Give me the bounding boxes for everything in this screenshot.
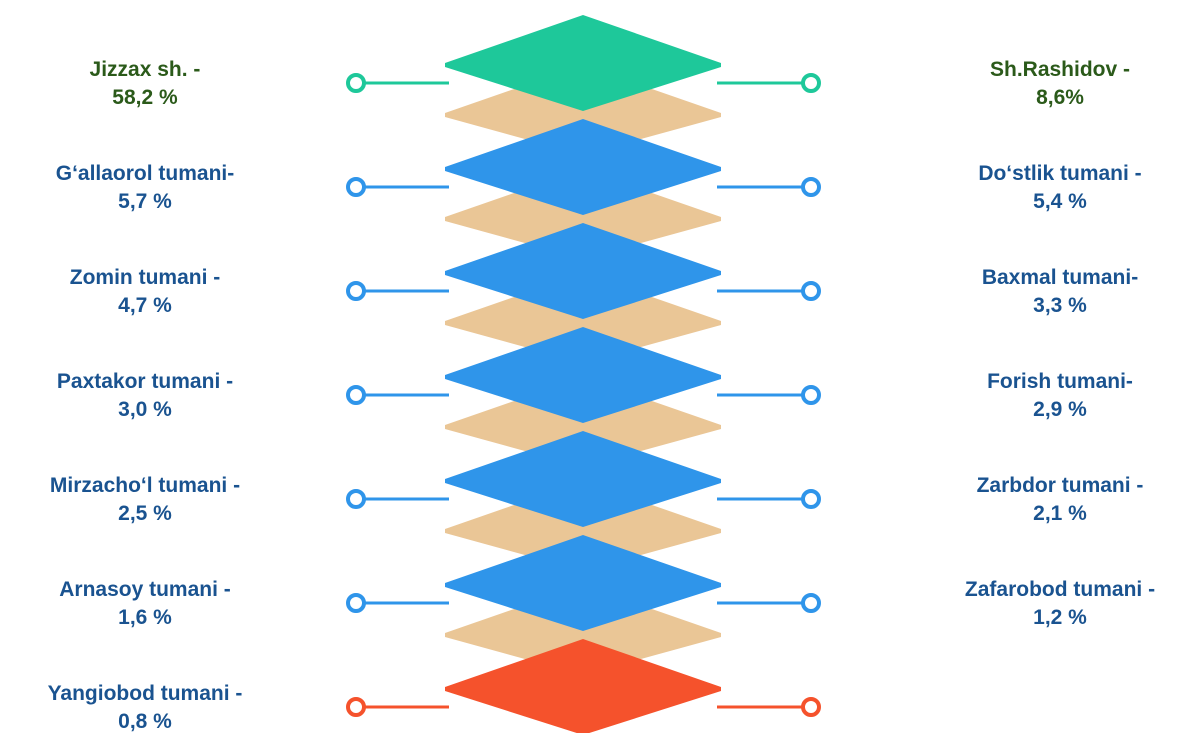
district-share-value: 0,8 %	[118, 710, 172, 733]
district-name: Paxtakor tumani -	[56, 370, 234, 393]
district-name: Forish tumani-	[987, 370, 1133, 393]
district-name: Do‘stlik tumani -	[978, 162, 1142, 185]
district-label-left: Paxtakor tumani - 3,0 %	[0, 368, 295, 424]
district-label-left: Yangiobod tumani - 0,8 %	[0, 680, 295, 736]
district-share-value: 1,6 %	[118, 606, 172, 629]
district-share-value: 8,6%	[1036, 86, 1084, 109]
row-chevron	[445, 431, 721, 527]
connector-dot-left	[346, 281, 366, 301]
district-name: G‘allaorol tumani-	[55, 162, 235, 185]
district-name: Yangiobod tumani -	[47, 682, 243, 705]
connector-dot-left	[346, 697, 366, 717]
district-label-right: Zarbdor tumani - 2,1 %	[910, 472, 1192, 528]
connector-dot-left	[346, 489, 366, 509]
district-label-right: Zafarobod tumani - 1,2 %	[910, 576, 1192, 632]
district-label-left: G‘allaorol tumani- 5,7 %	[0, 160, 295, 216]
district-label-right: Baxmal tumani- 3,3 %	[910, 264, 1192, 320]
district-share-value: 4,7 %	[118, 294, 172, 317]
row-chevron	[445, 223, 721, 319]
district-name: Zomin tumani -	[69, 266, 221, 289]
district-label-right: Sh.Rashidov - 8,6%	[910, 56, 1192, 112]
connector-dot-right	[801, 281, 821, 301]
district-name: Baxmal tumani-	[981, 266, 1139, 289]
connector-dot-left	[346, 593, 366, 613]
row-chevron	[445, 639, 721, 733]
row-chevron	[445, 535, 721, 631]
connector-dot-right	[801, 177, 821, 197]
connector-dot-right	[801, 73, 821, 93]
district-label-right: Do‘stlik tumani - 5,4 %	[910, 160, 1192, 216]
district-share-value: 2,1 %	[1033, 502, 1087, 525]
district-share-value: 3,0 %	[118, 398, 172, 421]
district-label-left: Zomin tumani - 4,7 %	[0, 264, 295, 320]
district-share-value: 5,7 %	[118, 190, 172, 213]
connector-dot-right	[801, 593, 821, 613]
district-label-left: Mirzacho‘l tumani - 2,5 %	[0, 472, 295, 528]
district-label-right: Forish tumani- 2,9 %	[910, 368, 1192, 424]
district-name: Mirzacho‘l tumani -	[49, 474, 241, 497]
district-share-value: 5,4 %	[1033, 190, 1087, 213]
district-name: Arnasoy tumani -	[59, 578, 231, 601]
district-share-value: 58,2 %	[112, 86, 178, 109]
district-label-left: Arnasoy tumani - 1,6 %	[0, 576, 295, 632]
connector-dot-left	[346, 73, 366, 93]
connector-dot-left	[346, 385, 366, 405]
district-share-value: 3,3 %	[1033, 294, 1087, 317]
district-name: Sh.Rashidov -	[989, 58, 1131, 81]
district-share-value: 2,9 %	[1033, 398, 1087, 421]
district-name: Zarbdor tumani -	[976, 474, 1144, 497]
district-label-left: Jizzax sh. - 58,2 %	[0, 56, 295, 112]
connector-dot-right	[801, 385, 821, 405]
district-name: Zafarobod tumani -	[964, 578, 1156, 601]
district-name: Jizzax sh. -	[89, 58, 201, 81]
connector-dot-right	[801, 697, 821, 717]
connector-dot-left	[346, 177, 366, 197]
row-chevron	[445, 119, 721, 215]
connector-dot-right	[801, 489, 821, 509]
row-chevron	[445, 15, 721, 111]
district-share-value: 2,5 %	[118, 502, 172, 525]
district-share-value: 1,2 %	[1033, 606, 1087, 629]
row-chevron	[445, 327, 721, 423]
